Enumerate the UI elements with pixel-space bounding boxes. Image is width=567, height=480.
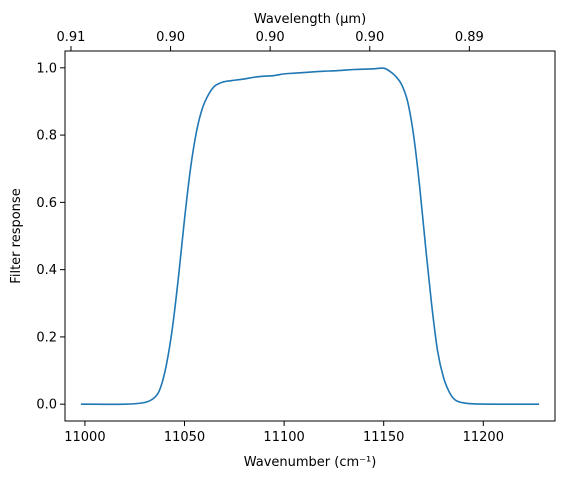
top-tick-label: 0.89 [455, 30, 484, 45]
top-tick-label: 0.91 [56, 30, 85, 45]
plot-area [80, 67, 540, 406]
series-line-0 [80, 67, 540, 406]
x-tick-label: 11000 [64, 430, 105, 445]
top-tick-label: 0.90 [355, 30, 384, 45]
top-tick-label: 0.90 [256, 30, 285, 45]
y-axis-label: Filter response [9, 188, 24, 283]
y-tick-label: 0.4 [36, 263, 57, 278]
top-axis-label: Wavelength (μm) [254, 12, 366, 27]
x-tick-label: 11050 [164, 430, 205, 445]
axes: 11000 11050 11100 11150 11200 0.91 0.90 0.90 0.9… [36, 30, 504, 445]
x-tick-label: 11100 [263, 430, 304, 445]
y-tick-label: 1.0 [36, 61, 57, 76]
y-tick-label: 0.0 [36, 398, 57, 413]
x-tick-label: 11150 [363, 430, 404, 445]
y-tick-label: 0.6 [36, 196, 57, 211]
x-axis-label: Wavenumber (cm⁻¹) [244, 455, 377, 470]
top-tick-label: 0.90 [156, 30, 185, 45]
y-tick-label: 0.8 [36, 129, 57, 144]
plot-frame [64, 50, 556, 422]
x-tick-label: 11200 [463, 430, 504, 445]
y-tick-label: 0.2 [36, 330, 57, 345]
